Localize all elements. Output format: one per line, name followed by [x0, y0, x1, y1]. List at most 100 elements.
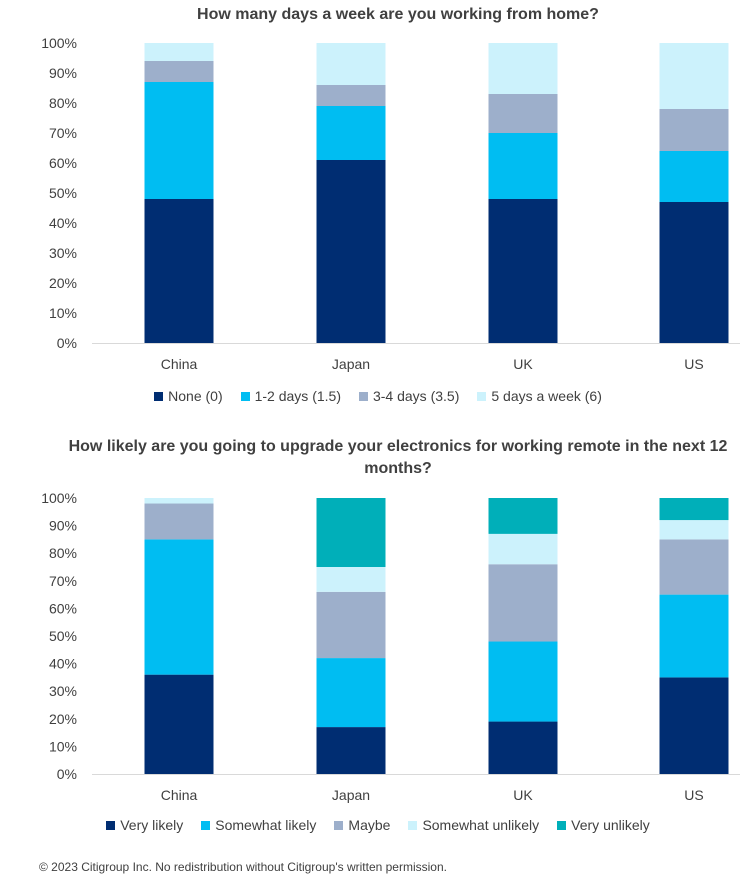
x-tick-label: US: [684, 356, 703, 372]
bar-segment: [488, 641, 558, 722]
y-tick-label: 10%: [49, 305, 77, 321]
x-tick-label: US: [684, 787, 703, 803]
y-tick-label: 10%: [49, 738, 77, 754]
copyright-footer: © 2023 Citigroup Inc. No redistribution …: [39, 860, 447, 874]
legend-swatch: [154, 391, 164, 401]
legend-item: None (0): [154, 388, 223, 404]
legend-item: 5 days a week (6): [477, 388, 602, 404]
legend-swatch: [334, 820, 344, 830]
y-tick-label: 70%: [49, 125, 77, 141]
y-tick-label: 30%: [49, 245, 77, 261]
x-tick-label: China: [161, 787, 198, 803]
bar-segment: [316, 591, 386, 659]
bar-segment: [144, 82, 214, 199]
x-tick-label: UK: [513, 787, 533, 803]
legend-item: Very unlikely: [557, 817, 650, 833]
x-tick-label: UK: [513, 356, 533, 372]
bar-segment: [144, 674, 214, 774]
legend-swatch: [358, 391, 368, 401]
bar-segment: [659, 202, 729, 343]
y-tick-label: 60%: [49, 155, 77, 171]
plot-area: 0% 10% 20% 30% 40% 50% 60% 70% 80% 90% 100% China Ja…: [41, 35, 740, 372]
bar-segment: [659, 109, 729, 151]
legend-label: Maybe: [348, 817, 391, 833]
bar-segment: [488, 133, 558, 199]
bar-segment: [316, 85, 386, 106]
legend-item: Somewhat likely: [201, 817, 316, 833]
legend: Very likely Somewhat likely Maybe Somewhat …: [0, 817, 756, 833]
legend-swatch: [240, 391, 250, 401]
legend-label: Somewhat unlikely: [422, 817, 540, 833]
legend-item: 1-2 days (1.5): [240, 388, 341, 404]
legend-swatch: [557, 820, 567, 830]
legend-label: 5 days a week (6): [491, 388, 602, 404]
bar-segment: [659, 539, 729, 595]
legend-label: Very likely: [120, 817, 184, 833]
y-tick-label: 20%: [49, 711, 77, 727]
bar-segment: [144, 498, 214, 504]
legend-label: None (0): [168, 388, 223, 404]
legend-item: Very likely: [106, 817, 183, 833]
bar-segment: [144, 539, 214, 675]
bar-segment: [488, 43, 558, 94]
legend-swatch: [408, 820, 418, 830]
y-tick-label: 40%: [49, 215, 77, 231]
bar-segment: [488, 498, 558, 534]
bar-segment: [488, 533, 558, 565]
bar-segment: [144, 43, 214, 61]
legend-label: 1-2 days (1.5): [254, 388, 341, 404]
legend-item: 3-4 days (3.5): [358, 388, 460, 404]
y-tick-label: 100%: [41, 35, 77, 51]
bar-segment: [659, 151, 729, 202]
legend-swatch: [201, 820, 211, 830]
bar-segment: [316, 106, 386, 160]
legend-swatch: [477, 391, 487, 401]
bar-segment: [659, 677, 729, 774]
bar-segment: [488, 199, 558, 343]
chart-title: How likely are you going to upgrade your…: [68, 438, 728, 477]
bar-segment: [144, 503, 214, 540]
bar-segment: [316, 658, 386, 728]
y-tick-label: 90%: [49, 65, 77, 81]
y-tick-label: 80%: [49, 95, 77, 111]
y-tick-label: 50%: [49, 185, 77, 201]
y-tick-label: 80%: [49, 545, 77, 561]
legend-label: Somewhat likely: [215, 817, 317, 833]
y-tick-label: 30%: [49, 683, 77, 699]
legend-item: Somewhat unlikely: [408, 817, 539, 833]
bar-segment: [659, 520, 729, 540]
y-tick-label: 40%: [49, 656, 77, 672]
bar-segment: [316, 43, 386, 85]
legend-label: Very unlikely: [571, 817, 650, 833]
bar-segment: [659, 498, 729, 521]
legend-item: Maybe: [334, 817, 390, 833]
legend: None (0) 1-2 days (1.5) 3-4 days (3.5) 5 da…: [0, 388, 756, 404]
bar-segment: [659, 594, 729, 678]
x-tick-label: Japan: [332, 356, 370, 372]
legend-swatch: [106, 820, 116, 830]
chart-work-from-home: How many days a week are you working fro…: [0, 0, 756, 420]
bar-segment: [316, 727, 386, 774]
y-tick-label: 90%: [49, 518, 77, 534]
bar-segment: [488, 564, 558, 642]
y-tick-label: 70%: [49, 573, 77, 589]
bar-segment: [144, 61, 214, 82]
legend-label: 3-4 days (3.5): [372, 388, 460, 404]
y-tick-label: 0%: [57, 335, 77, 351]
y-tick-label: 20%: [49, 275, 77, 291]
bar-segment: [659, 43, 729, 109]
x-tick-label: Japan: [332, 787, 370, 803]
chart-upgrade-electronics: How likely are you going to upgrade your…: [0, 428, 756, 848]
bar-segment: [144, 199, 214, 343]
bar-segment: [488, 721, 558, 774]
chart-title: How many days a week are you working fro…: [197, 6, 599, 23]
y-tick-label: 60%: [49, 600, 77, 616]
plot-area: 0% 10% 20% 30% 40% 50% 60% 70% 80% 90% 100% China Ja…: [41, 490, 740, 803]
bar-segment: [316, 160, 386, 343]
x-tick-label: China: [161, 356, 198, 372]
y-tick-label: 0%: [57, 766, 77, 782]
bar-segment: [316, 498, 386, 567]
bar-segment: [316, 567, 386, 592]
y-tick-label: 50%: [49, 628, 77, 644]
bar-segment: [488, 94, 558, 133]
